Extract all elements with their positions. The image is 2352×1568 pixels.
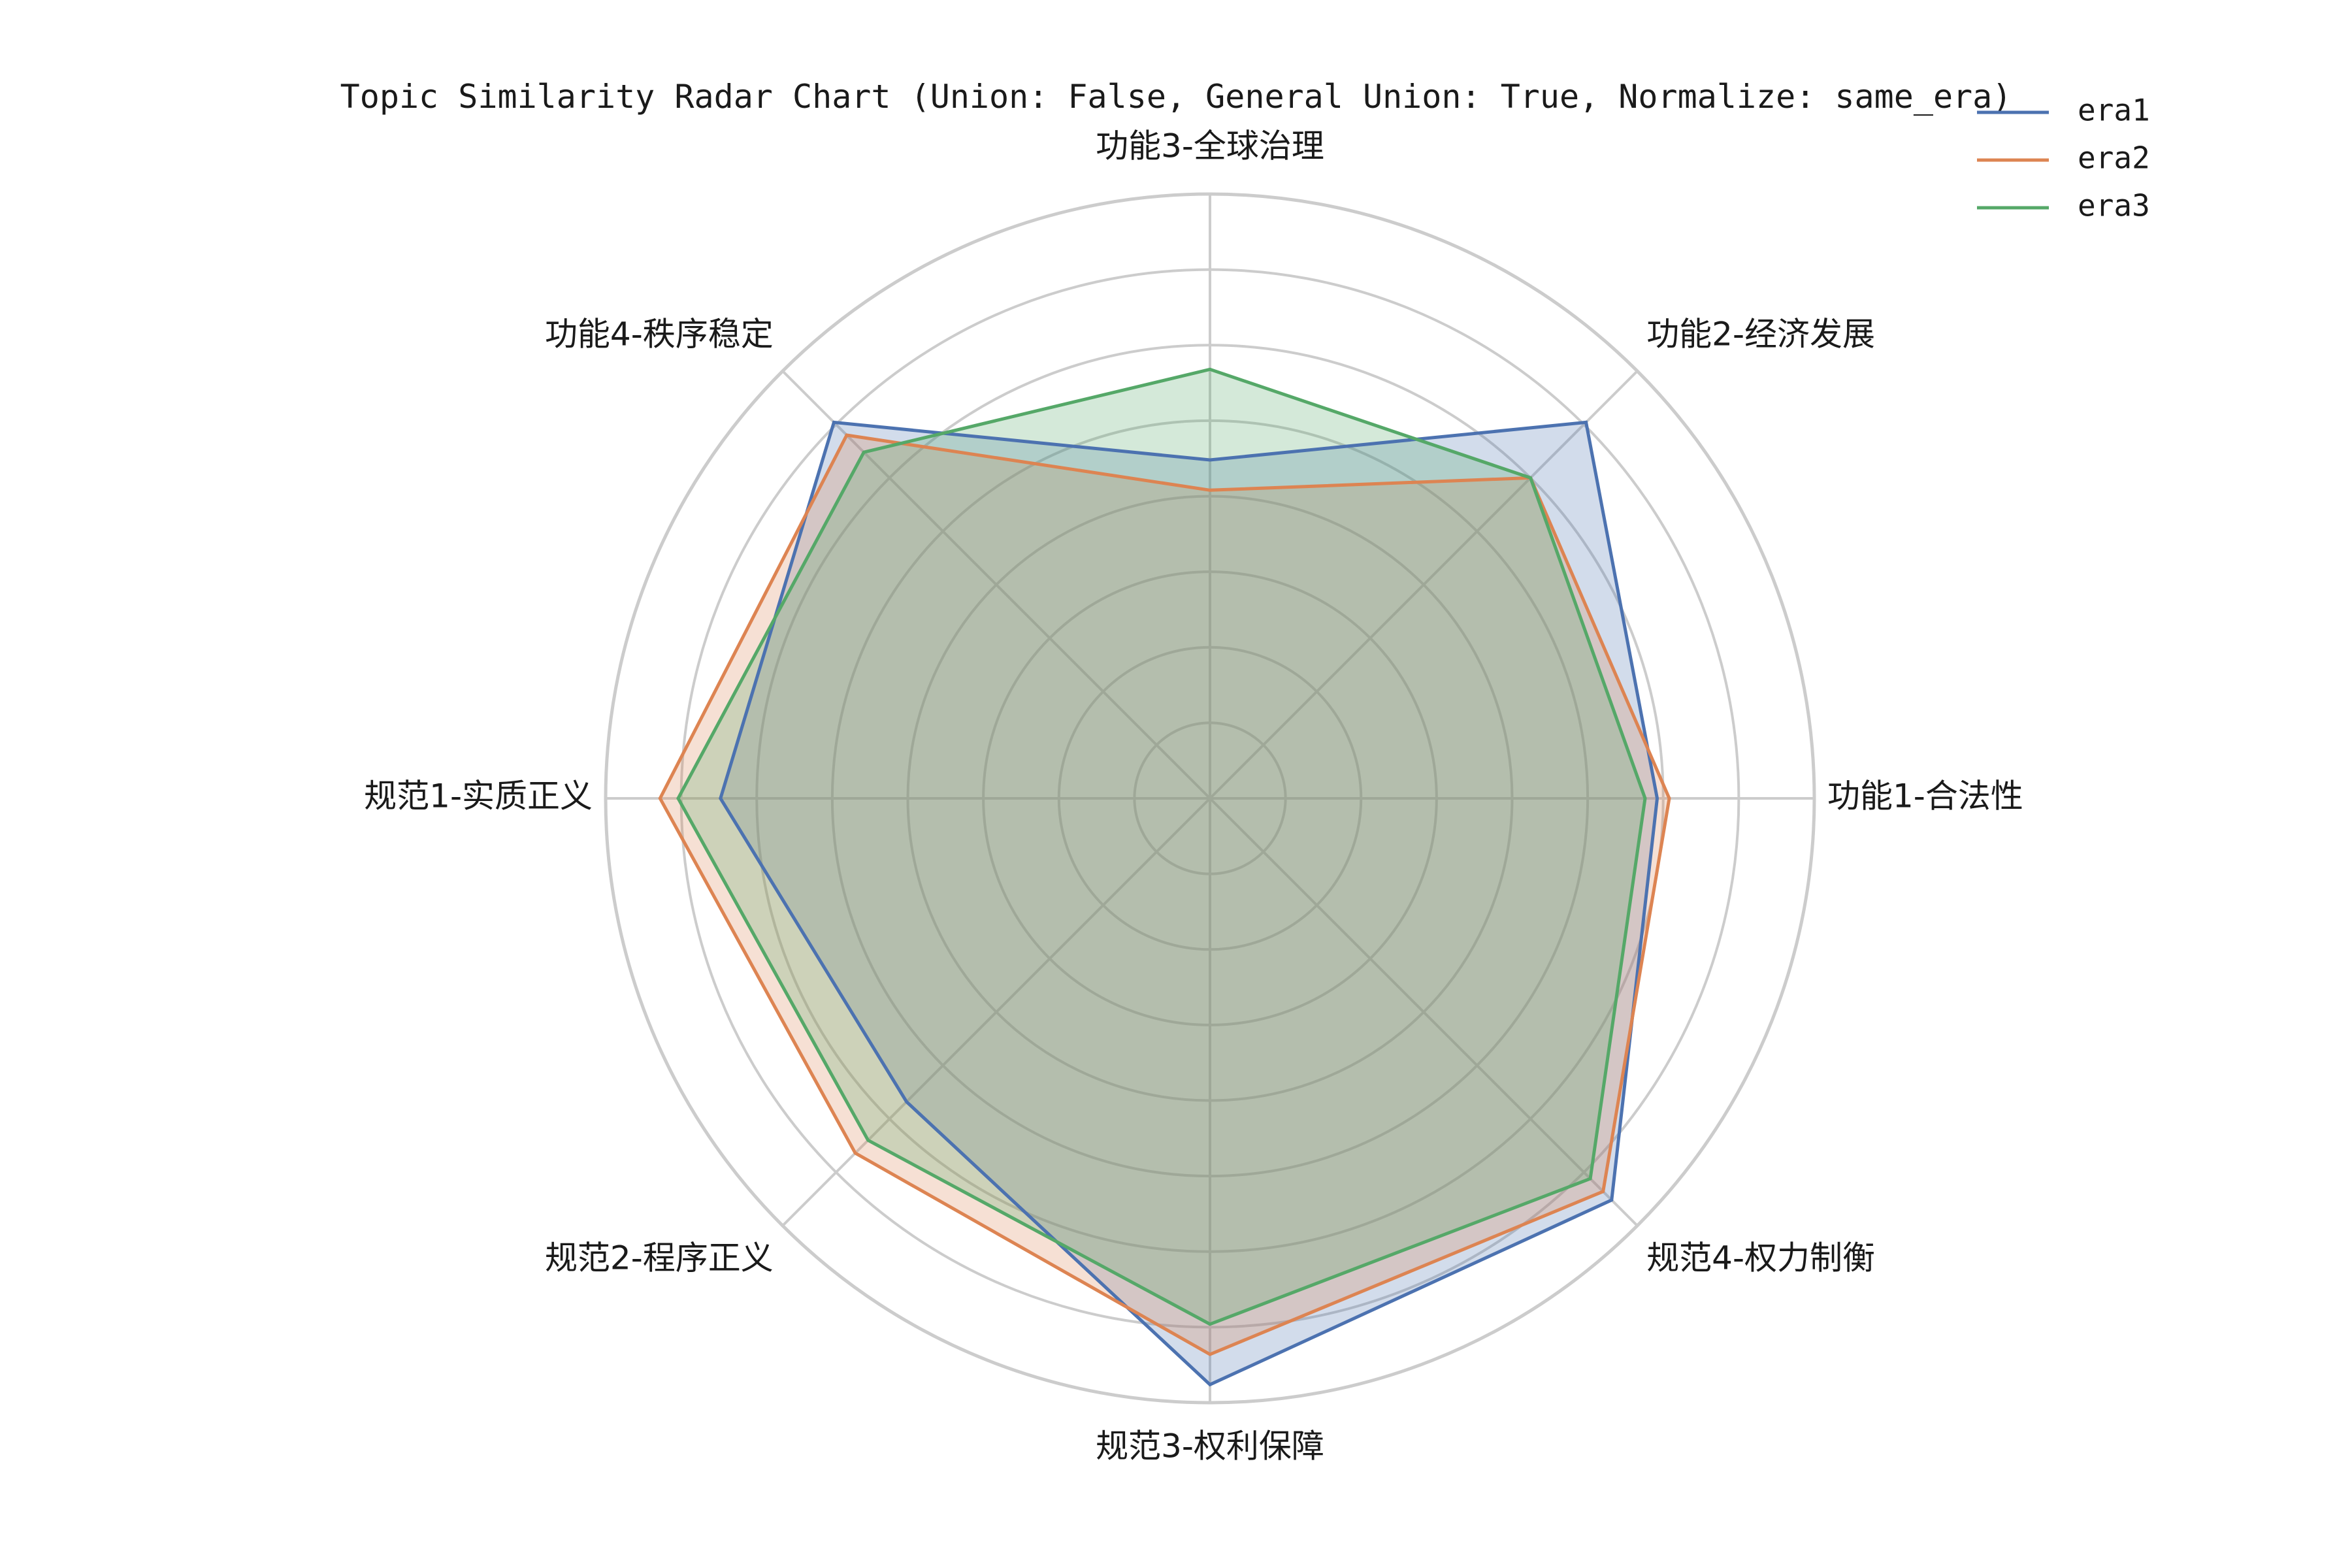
axis-label-5: 规范1-实质正义 [364,777,593,815]
radar-grid [604,192,1816,1405]
grid-spoke-8 [1209,797,1639,1227]
axis-label-4: 功能4-秩序稳定 [545,315,774,353]
legend-label-era1: era1 [2078,93,2150,128]
legend-label-era3: era3 [2078,188,2150,223]
legend: era1 era2 era3 [1977,93,2150,223]
grid-spoke-4 [781,370,1211,800]
axis-label-2: 功能2-经济发展 [1646,315,1875,353]
grid-spoke-2 [1209,370,1639,800]
axis-label-6: 规范2-程序正义 [545,1239,774,1277]
radar-series [658,367,1671,1387]
legend-label-era2: era2 [2078,140,2150,176]
series-era1-area [720,422,1658,1385]
series-era1-line [719,420,1659,1387]
series-era3-line [676,367,1647,1326]
axis-labels: 功能1-合法性 功能2-经济发展 功能3-全球治理功能4-秩序稳定规范1-实质正义规… [364,127,2023,1465]
series-era2-area [660,435,1669,1354]
axis-label-3: 功能3-全球治理 [1096,127,1324,165]
series-era2-line [658,433,1671,1356]
axis-label-1: 功能1-合法性 [1827,777,2023,815]
series-era3-area [678,369,1645,1324]
grid-spoke-6 [781,797,1211,1227]
axis-label-8: 规范4-权力制衡 [1646,1239,1875,1277]
axis-label-7: 规范3-权利保障 [1096,1428,1324,1465]
chart-title: Topic Similarity Radar Chart (Union: Fal… [340,78,2012,116]
